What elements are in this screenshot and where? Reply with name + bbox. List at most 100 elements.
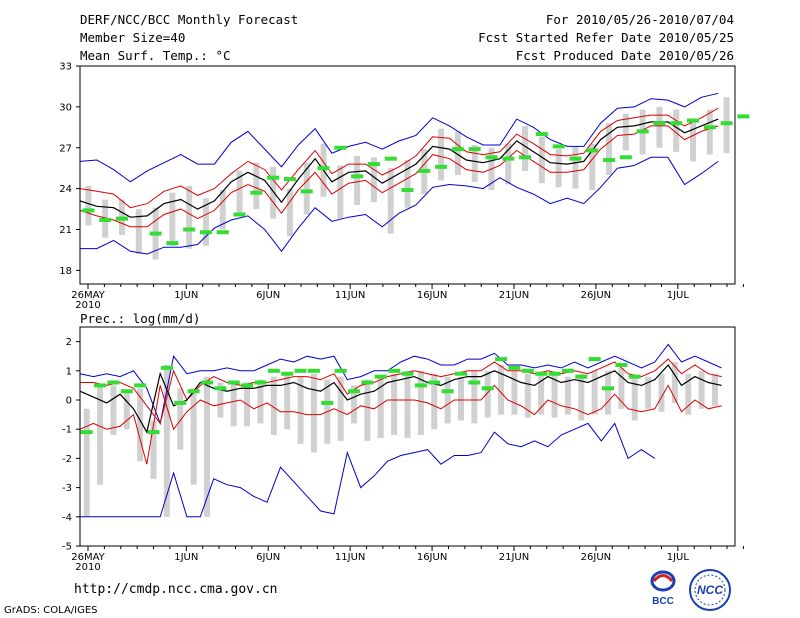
prec-frame <box>79 326 736 547</box>
temp-obs-mark <box>485 155 498 160</box>
prec-box <box>123 391 130 430</box>
temp-box <box>135 209 142 255</box>
prec-box <box>631 376 638 421</box>
temp-box <box>555 149 562 188</box>
temp-box <box>270 166 277 219</box>
prec-box <box>471 370 478 424</box>
prec-box <box>137 388 144 462</box>
temp-obs-mark <box>569 156 582 161</box>
temp-obs-mark <box>233 212 246 217</box>
prec-xtick-label: 11JUN <box>335 552 365 563</box>
prec-box <box>698 370 705 409</box>
prec-box <box>177 388 184 450</box>
prec-obs-mark <box>495 357 508 362</box>
forecast-range: For 2010/05/26-2010/07/04 <box>545 12 734 27</box>
temp-box <box>572 146 579 189</box>
prec-obs-mark <box>441 389 454 394</box>
prec-box <box>511 370 518 415</box>
temp-ytick-label: 18 <box>59 266 72 277</box>
temp-obs-mark <box>367 162 380 167</box>
prec-ytick-label: -1 <box>62 425 72 436</box>
temp-ytick-label: 33 <box>59 62 72 73</box>
temp-obs-mark <box>317 166 330 171</box>
temp-box <box>186 185 193 249</box>
prec-box <box>711 373 718 406</box>
prec-box <box>605 370 612 415</box>
temp-box <box>236 170 243 216</box>
temp-box <box>589 143 596 190</box>
prec-ytick-label: 0 <box>66 396 72 407</box>
prec-box <box>538 373 545 415</box>
prec-box <box>564 376 571 415</box>
temp-obs-mark <box>586 148 599 153</box>
temp-box <box>286 188 293 237</box>
prec-obs-mark <box>481 386 494 391</box>
temp-obs-mark <box>653 121 666 126</box>
prec-box <box>97 385 104 485</box>
refer-date: Fcst Started Refer Date 2010/05/25 <box>478 30 734 45</box>
prec-obs-mark <box>187 389 200 394</box>
temp-xtick-label: 26JUN <box>581 290 611 301</box>
prec-box <box>417 370 424 436</box>
temp-xtick-label: 6JUN <box>256 290 280 301</box>
temp-obs-mark <box>670 121 683 126</box>
temp-obs-mark <box>115 216 128 221</box>
temp-obs-mark <box>99 217 112 222</box>
temp-spread-upper-line <box>79 107 719 209</box>
prec-obs-mark <box>334 368 347 373</box>
prec-box <box>578 373 585 421</box>
prec-xtick-label: 16JUN <box>417 552 447 563</box>
ncc-logo-text: NCC <box>697 583 723 597</box>
temp-box <box>169 192 176 246</box>
prec-obs-mark <box>374 374 387 379</box>
temp-ensemble-min-line <box>80 156 719 255</box>
prec-ensemble-mean-line <box>79 364 722 434</box>
temp-obs-mark <box>183 227 196 232</box>
prec-obs-mark <box>254 380 267 385</box>
prec-box <box>83 408 90 517</box>
prec-obs-mark <box>200 380 213 385</box>
bcc-logo-text: BCC <box>652 596 674 606</box>
prec-obs-mark <box>147 430 160 435</box>
temp-xtick-label: 11JUN <box>335 290 365 301</box>
temp-obs-mark <box>418 168 431 173</box>
temp-obs-mark <box>267 175 280 180</box>
prec-obs-mark <box>160 365 173 370</box>
prec-obs-mark <box>588 357 601 362</box>
prec-ytick-label: -4 <box>62 512 72 523</box>
precipitation-panel: -5 -4 -3 -2 -1 0 1 2 26MAY 1JUN 6JUN 11JUN 16JUN 21JU… <box>62 326 744 573</box>
prec-obs-mark <box>508 365 521 370</box>
temp-box <box>303 162 310 215</box>
prec-xtick-label: 1JUL <box>667 552 690 563</box>
prec-box <box>270 376 277 436</box>
prec-box <box>110 385 117 436</box>
prec-box <box>391 373 398 436</box>
prec-obs-mark <box>120 389 133 394</box>
temp-obs-mark <box>552 144 565 149</box>
temp-box <box>404 160 411 208</box>
prec-box <box>163 364 170 517</box>
prec-obs-mark <box>401 371 414 376</box>
prec-spread-lower-line <box>79 384 722 465</box>
temp-box <box>387 168 394 234</box>
temp-obs-mark <box>535 132 548 137</box>
prec-ensemble-max-line <box>79 343 722 426</box>
prec-box <box>203 376 210 517</box>
prec-obs-mark <box>307 368 320 373</box>
temp-obs-mark <box>720 121 733 126</box>
temp-obs-mark <box>82 208 95 213</box>
prec-box <box>404 370 411 438</box>
prec-box <box>297 376 304 444</box>
temp-box <box>723 97 730 154</box>
prec-obs-mark <box>80 430 93 435</box>
bcc-logo: BCC <box>640 568 686 607</box>
source-url: http://cmdp.ncc.cma.gov.cn <box>74 582 278 597</box>
prec-obs-mark <box>227 380 240 385</box>
prec-box <box>444 376 451 424</box>
temp-box <box>202 198 209 246</box>
prec-obs-mark <box>348 389 361 394</box>
temp-xtick-label: 1JUN <box>174 290 198 301</box>
temp-box <box>538 136 545 184</box>
temp-box <box>706 109 713 155</box>
